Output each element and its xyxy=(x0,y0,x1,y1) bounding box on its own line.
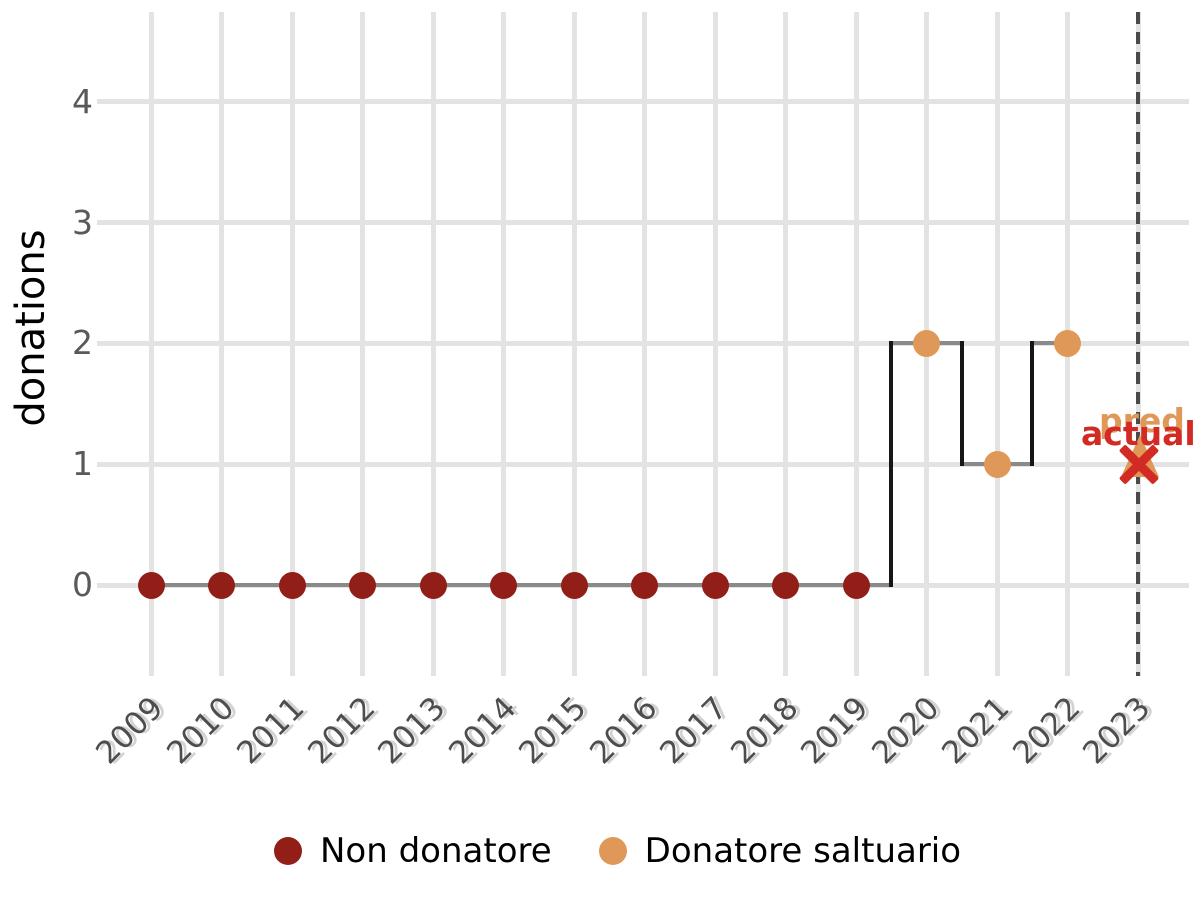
data-point xyxy=(631,571,658,599)
step-line-horizontal xyxy=(818,583,856,587)
step-line-horizontal xyxy=(889,341,927,346)
gridline-horizontal xyxy=(97,99,1189,105)
step-line-horizontal xyxy=(362,583,400,587)
data-point xyxy=(137,571,165,599)
step-line-horizontal xyxy=(184,583,222,587)
step-line-horizontal xyxy=(856,583,894,587)
step-line-horizontal xyxy=(503,583,541,587)
step-line-horizontal xyxy=(926,341,964,346)
step-line-horizontal xyxy=(1030,341,1068,346)
gridline-horizontal xyxy=(97,340,1189,346)
pred-label: pred xyxy=(1099,401,1185,440)
y-axis-tick-label: 4 xyxy=(72,81,93,121)
data-point xyxy=(1054,329,1081,357)
step-line-horizontal xyxy=(466,583,504,587)
legend-dot-icon xyxy=(598,837,627,865)
legend-item: Non donatore xyxy=(274,832,552,870)
legend-dot-icon xyxy=(274,837,302,865)
step-line-horizontal xyxy=(677,583,715,587)
data-point xyxy=(278,571,306,599)
step-line-horizontal xyxy=(644,583,682,587)
data-point xyxy=(701,571,729,599)
step-line-horizontal xyxy=(959,462,997,467)
step-line-horizontal xyxy=(254,583,292,587)
y-axis-tick-label: 0 xyxy=(72,565,93,604)
step-line-vertical xyxy=(889,341,894,587)
data-point xyxy=(560,571,588,599)
y-axis-title: donations xyxy=(8,229,54,427)
gridline-horizontal xyxy=(97,461,1189,467)
step-line-horizontal xyxy=(221,583,259,587)
step-line-vertical xyxy=(959,341,964,467)
y-axis-tick-label: 1 xyxy=(72,444,93,484)
data-point xyxy=(983,450,1011,478)
actual-label: actual xyxy=(1081,414,1196,453)
step-line-horizontal xyxy=(748,583,786,587)
prediction-boundary-dashed-line xyxy=(1136,12,1140,676)
data-point xyxy=(490,571,517,599)
legend-item: Donatore saltuario xyxy=(598,831,962,871)
gridline-horizontal xyxy=(97,220,1189,226)
step-line-horizontal xyxy=(395,583,433,587)
step-line-horizontal xyxy=(325,583,363,587)
y-axis-tick-label: 2 xyxy=(72,323,93,363)
y-axis-tick-label: 3 xyxy=(72,202,93,242)
step-line-horizontal xyxy=(997,462,1035,467)
data-point xyxy=(842,571,870,599)
step-line-horizontal xyxy=(785,583,823,587)
step-line-horizontal xyxy=(715,583,753,587)
step-line-horizontal xyxy=(151,583,189,587)
data-point xyxy=(349,571,376,599)
step-line-horizontal xyxy=(536,583,574,587)
legend: Non donatore Donatore saltuario xyxy=(274,832,961,870)
step-line-horizontal xyxy=(607,583,645,587)
step-line-horizontal xyxy=(292,583,330,587)
legend-label: Donatore saltuario xyxy=(644,831,962,871)
data-point xyxy=(913,329,940,357)
data-point xyxy=(419,571,447,599)
legend-label: Non donatore xyxy=(320,831,552,871)
data-point xyxy=(772,571,799,599)
step-line-vertical xyxy=(1030,341,1035,467)
step-line-horizontal xyxy=(433,583,471,587)
step-line-horizontal xyxy=(574,583,612,587)
data-point xyxy=(208,571,235,599)
